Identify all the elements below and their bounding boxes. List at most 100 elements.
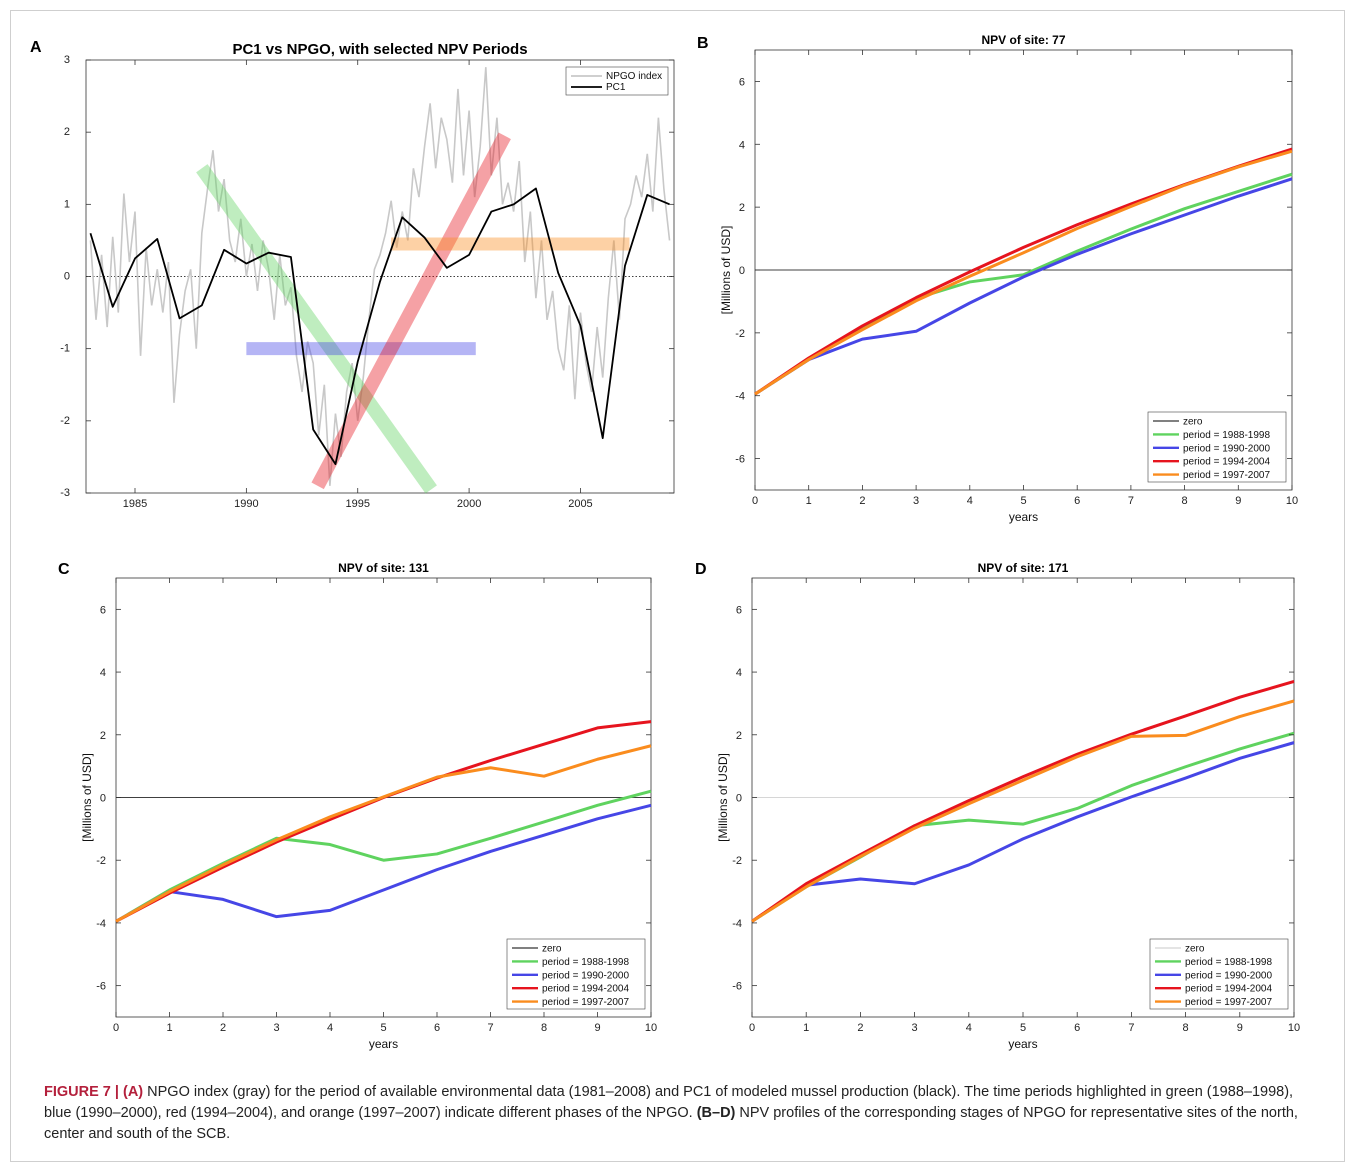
y-tick-label: -1 xyxy=(60,343,70,355)
series-pc1 xyxy=(89,187,670,466)
caption-label: FIGURE 7 | (A) xyxy=(44,1084,144,1100)
y-tick-label: -3 xyxy=(60,487,70,499)
x-tick-label: 4 xyxy=(967,495,973,507)
panel-letter: C xyxy=(58,561,70,578)
figure-canvas: A PC1 vs NPGO, with selected NPV Periods 1… xyxy=(30,33,1300,1051)
x-tick-label: 0 xyxy=(749,1022,755,1034)
y-tick-label: 0 xyxy=(736,793,742,805)
figure-frame xyxy=(10,10,1345,1162)
caption-text-2: NPV profiles of the corresponding stages… xyxy=(44,1105,1298,1142)
x-tick-label: 3 xyxy=(273,1022,279,1034)
highlight-band-red xyxy=(311,132,511,490)
y-tick-label: 6 xyxy=(100,604,106,616)
y-tick-label: -2 xyxy=(96,855,106,867)
caption-text-1: NPGO index (gray) for the period of avai… xyxy=(44,1084,1294,1121)
x-tick-label: 8 xyxy=(1183,1022,1189,1034)
x-tick-label: 2 xyxy=(859,495,865,507)
x-tick-label: 1990 xyxy=(234,498,258,510)
y-axis-label: [Millions of USD] xyxy=(80,753,94,842)
series-1990-2000 xyxy=(751,741,1295,923)
panel-title: PC1 vs NPGO, with selected NPV Periods xyxy=(232,41,527,58)
y-tick-label: 0 xyxy=(739,265,745,277)
y-tick-label: 4 xyxy=(100,667,106,679)
x-tick-label: 5 xyxy=(1020,495,1026,507)
x-tick-label: 5 xyxy=(1020,1022,1026,1034)
y-tick-label: 2 xyxy=(100,730,106,742)
series-npgo-index xyxy=(89,67,671,486)
y-tick-label: 0 xyxy=(64,271,70,283)
x-tick-label: 5 xyxy=(380,1022,386,1034)
y-tick-label: -6 xyxy=(96,981,106,993)
x-tick-label: 4 xyxy=(327,1022,333,1034)
y-tick-label: -4 xyxy=(96,918,106,930)
y-tick-label: -6 xyxy=(735,454,745,466)
x-tick-label: 4 xyxy=(966,1022,972,1034)
x-tick-label: 10 xyxy=(1286,495,1298,507)
y-tick-label: 2 xyxy=(736,730,742,742)
x-tick-label: 8 xyxy=(541,1022,547,1034)
plot-area xyxy=(754,147,1293,396)
x-tick-label: 0 xyxy=(113,1022,119,1034)
legend-label: period = 1990-2000 xyxy=(542,970,629,981)
x-tick-label: 2005 xyxy=(568,498,592,510)
caption-label-2: (B–D) xyxy=(696,1105,736,1121)
plot-area xyxy=(115,720,652,923)
x-tick-label: 10 xyxy=(645,1022,657,1034)
x-tick-label: 7 xyxy=(1128,1022,1134,1034)
x-tick-label: 6 xyxy=(1074,495,1080,507)
y-tick-label: 6 xyxy=(736,604,742,616)
y-tick-label: 2 xyxy=(739,202,745,214)
y-axis-label: [Millions of USD] xyxy=(719,226,733,315)
panel-letter: A xyxy=(30,39,42,56)
series-1990-2000 xyxy=(115,803,652,923)
panel-letter: B xyxy=(697,35,709,52)
y-tick-label: 3 xyxy=(64,54,70,66)
legend-label: PC1 xyxy=(606,82,626,93)
legend-label: period = 1997-2007 xyxy=(542,997,629,1008)
panel-d: D NPV of site: 171 0 1 2 3 4 5 6 7 8 9 10 -6 -4 -2 0 2 4 6 y… xyxy=(695,561,1300,1051)
y-tick-label: -4 xyxy=(735,391,745,403)
legend-label: period = 1988-1998 xyxy=(542,957,629,968)
x-tick-label: 1995 xyxy=(345,498,369,510)
x-tick-label: 0 xyxy=(752,495,758,507)
y-tick-label: 0 xyxy=(100,793,106,805)
figure-caption: FIGURE 7 | (A) NPGO index (gray) for the… xyxy=(44,1082,1304,1145)
x-tick-label: 3 xyxy=(913,495,919,507)
panel-title: NPV of site: 77 xyxy=(981,33,1065,47)
x-tick-label: 2000 xyxy=(457,498,481,510)
x-tick-label: 9 xyxy=(594,1022,600,1034)
y-tick-label: 1 xyxy=(64,198,70,210)
y-tick-label: 4 xyxy=(736,667,742,679)
x-axis-label: years xyxy=(1009,510,1038,524)
panel-b: B NPV of site: 77 0 1 2 3 4 5 6 7 8 9 10 -6 -4 -2 0 2 4 6 ye… xyxy=(697,33,1298,524)
legend-label: period = 1988-1998 xyxy=(1185,957,1272,968)
series-1997-2007 xyxy=(115,744,652,923)
y-tick-label: 6 xyxy=(739,76,745,88)
panel-c: C NPV of site: 131 0 1 2 3 4 5 6 7 8 9 10 -6 -4 -2 0 2 4 6 y… xyxy=(58,561,657,1051)
x-tick-label: 9 xyxy=(1237,1022,1243,1034)
legend-label: period = 1990-2000 xyxy=(1185,970,1272,981)
legend-label: period = 1988-1998 xyxy=(1183,430,1270,441)
panel-a: A PC1 vs NPGO, with selected NPV Periods 1… xyxy=(30,39,675,510)
legend-label: zero xyxy=(1183,417,1203,428)
x-axis-label: years xyxy=(1008,1037,1037,1051)
highlight-band-green xyxy=(196,164,437,494)
legend-label: NPGO index xyxy=(606,71,662,82)
x-tick-label: 7 xyxy=(1128,495,1134,507)
series-1990-2000 xyxy=(754,177,1293,396)
legend-label: period = 1997-2007 xyxy=(1183,470,1270,481)
y-axis-label: [Millions of USD] xyxy=(716,753,730,842)
x-tick-label: 6 xyxy=(1074,1022,1080,1034)
series-1994-2004 xyxy=(751,680,1295,923)
x-tick-label: 6 xyxy=(434,1022,440,1034)
legend: zero period = 1988-1998 period = 1990-2000… xyxy=(1149,938,1289,1010)
x-tick-label: 3 xyxy=(912,1022,918,1034)
x-tick-label: 8 xyxy=(1182,495,1188,507)
x-axis-label: years xyxy=(369,1037,398,1051)
series-1997-2007 xyxy=(751,699,1295,923)
x-tick-label: 2 xyxy=(220,1022,226,1034)
x-tick-label: 9 xyxy=(1235,495,1241,507)
legend-label: zero xyxy=(1185,944,1205,955)
legend: zero period = 1988-1998 period = 1990-2000… xyxy=(506,938,646,1010)
